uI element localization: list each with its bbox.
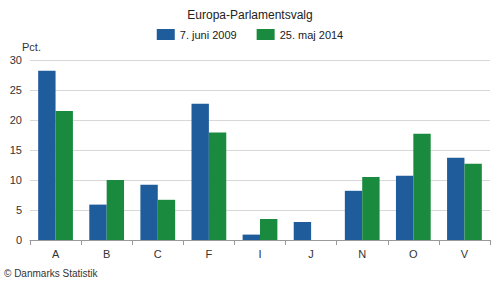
svg-text:10: 10 [10, 174, 22, 186]
svg-text:V: V [461, 248, 469, 260]
svg-text:B: B [103, 248, 110, 260]
svg-text:F: F [206, 248, 213, 260]
svg-text:Europa-Parlamentsvalg: Europa-Parlamentsvalg [187, 8, 312, 22]
svg-text:Pct.: Pct. [22, 41, 41, 53]
svg-text:20: 20 [10, 114, 22, 126]
svg-text:15: 15 [10, 144, 22, 156]
svg-text:O: O [409, 248, 418, 260]
svg-text:A: A [52, 248, 60, 260]
svg-text:7. juni 2009: 7. juni 2009 [180, 29, 237, 41]
svg-text:5: 5 [16, 204, 22, 216]
svg-text:© Danmarks Statistik: © Danmarks Statistik [4, 268, 99, 279]
svg-text:30: 30 [10, 54, 22, 66]
svg-text:I: I [258, 248, 261, 260]
svg-text:C: C [154, 248, 162, 260]
svg-text:N: N [358, 248, 366, 260]
svg-text:J: J [308, 248, 314, 260]
svg-text:25. maj 2014: 25. maj 2014 [280, 29, 344, 41]
svg-text:25: 25 [10, 84, 22, 96]
svg-text:0: 0 [16, 234, 22, 246]
